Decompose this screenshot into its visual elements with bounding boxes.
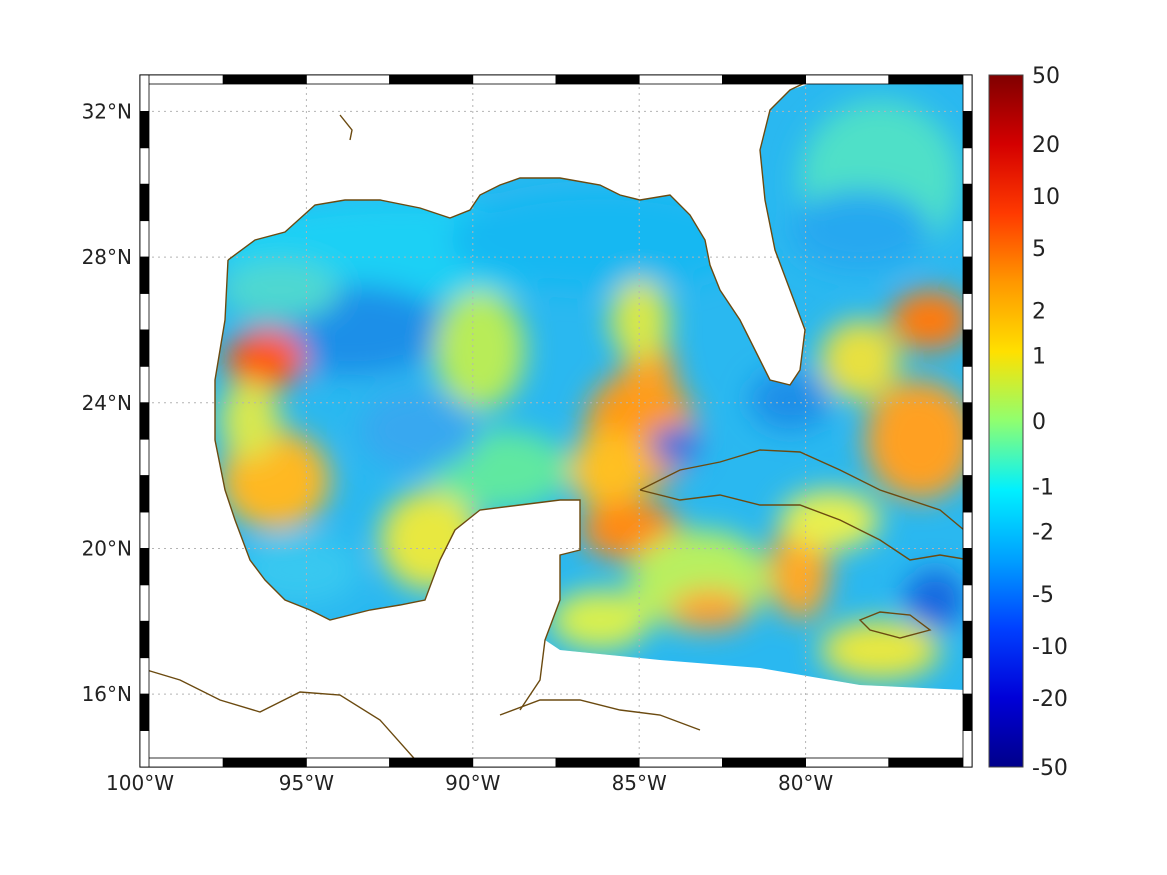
lon-label-2: 90°W (445, 771, 500, 795)
colorbar-tick-11: -20 (1032, 687, 1068, 712)
frame-seg-right (962, 548, 973, 586)
frame-seg-right (962, 111, 973, 149)
colorbar-tick-10: -10 (1032, 635, 1068, 660)
lat-label-3: 20°N (82, 536, 132, 560)
frame-seg-top (222, 74, 307, 85)
frame-seg-right (962, 730, 973, 768)
frame-seg-right (962, 475, 973, 513)
colorbar-tick-8: -2 (1032, 521, 1054, 546)
lat-label-2: 24°N (82, 391, 132, 415)
frame-seg-top (888, 74, 973, 85)
frame-seg-bottom (472, 757, 557, 768)
frame-seg-left (139, 256, 150, 294)
lon-label-1: 95°W (279, 771, 334, 795)
frame-seg-bottom (805, 757, 890, 768)
lat-label-0: 32°N (82, 99, 132, 123)
frame-seg-top (805, 74, 890, 85)
frame-seg-left (139, 548, 150, 586)
frame-seg-bottom (305, 757, 390, 768)
lon-label-0: 100°W (106, 771, 174, 795)
frame-seg-left (139, 111, 150, 149)
frame-seg-left (139, 475, 150, 513)
frame-seg-right (962, 256, 973, 294)
frame-seg-right (962, 693, 973, 731)
colorbar-tick-2: 10 (1032, 185, 1060, 210)
lon-label-4: 80°W (778, 771, 833, 795)
frame-seg-left (139, 657, 150, 695)
frame-seg-left (139, 730, 150, 768)
frame-seg-left (139, 220, 150, 258)
frame-seg-top (638, 74, 723, 85)
frame-seg-bottom (722, 757, 807, 768)
frame-seg-right (962, 438, 973, 477)
frame-seg-right (962, 584, 973, 622)
frame-seg-bottom (389, 757, 474, 768)
frame-seg-left (139, 620, 150, 659)
frame-seg-left (139, 293, 150, 331)
frame-seg-bottom (888, 757, 973, 768)
colorbar-tick-0: 50 (1032, 64, 1060, 89)
lat-label-1: 28°N (82, 245, 132, 269)
frame-seg-right (962, 329, 973, 367)
frame-seg-bottom (139, 757, 224, 768)
colorbar-tick-7: -1 (1032, 476, 1054, 501)
colorbar-tick-1: 20 (1032, 133, 1060, 158)
colorbar-tick-5: 1 (1032, 344, 1046, 369)
frame-seg-right (962, 657, 973, 695)
frame-seg-right (962, 74, 973, 112)
frame-seg-left (139, 329, 150, 367)
frame-seg-right (962, 220, 973, 258)
frame-seg-right (962, 620, 973, 659)
frame-seg-left (139, 511, 150, 549)
frame-seg-right (962, 365, 973, 404)
frame-seg-right (962, 147, 973, 185)
frame-seg-right (962, 402, 973, 440)
frame-seg-left (139, 183, 150, 222)
frame-seg-right (962, 511, 973, 549)
frame-seg-right (962, 293, 973, 331)
lat-label-4: 16°N (82, 682, 132, 706)
grid-lines (140, 75, 972, 767)
frame-seg-top (305, 74, 390, 85)
colorbar-tick-12: -50 (1032, 756, 1068, 781)
frame-seg-bottom (555, 757, 640, 768)
frame-seg-top (722, 74, 807, 85)
colorbar (988, 74, 1024, 768)
colorbar-tick-6: 0 (1032, 410, 1046, 435)
colorbar-tick-4: 2 (1032, 299, 1046, 324)
frame-seg-top (555, 74, 640, 85)
longitude-tick-labels: 100°W 95°W 90°W 85°W 80°W (106, 771, 833, 795)
frame-seg-right (962, 183, 973, 222)
frame-seg-left (139, 584, 150, 622)
frame-seg-bottom (222, 757, 307, 768)
latitude-tick-labels: 32°N 28°N 24°N 20°N 16°N (82, 99, 132, 706)
anomaly-field (215, 82, 965, 690)
frame-seg-bottom (638, 757, 723, 768)
lon-label-3: 85°W (612, 771, 667, 795)
coastline (139, 77, 971, 766)
frame-seg-left (139, 365, 150, 404)
frame-seg-left (139, 74, 150, 112)
frame-seg-left (139, 147, 150, 185)
frame-seg-left (139, 438, 150, 477)
frame-seg-left (139, 402, 150, 440)
frame-seg-top (389, 74, 474, 85)
frame-seg-top (139, 74, 224, 85)
map-frame (139, 74, 973, 768)
frame-seg-left (139, 693, 150, 731)
colorbar-tick-3: 5 (1032, 237, 1046, 262)
colorbar-tick-9: -5 (1032, 583, 1054, 608)
frame-seg-top (472, 74, 557, 85)
